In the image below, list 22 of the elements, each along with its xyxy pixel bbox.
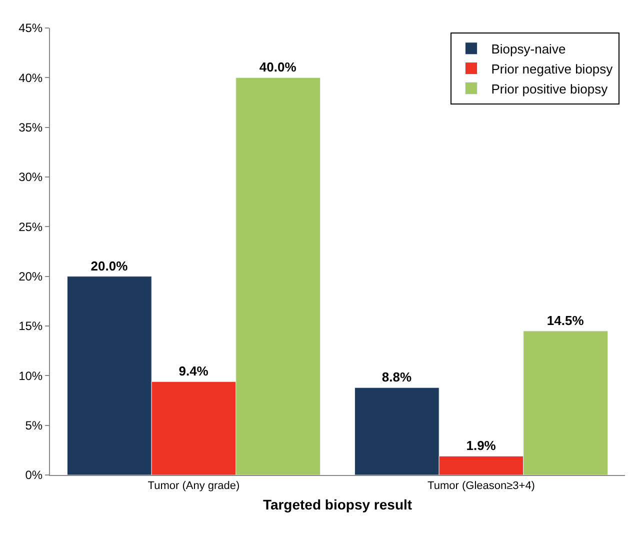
y-tick-label: 45% <box>18 21 43 36</box>
data-label: 40.0% <box>259 60 297 75</box>
y-tick-label: 20% <box>18 270 43 284</box>
y-tick-label: 40% <box>18 70 43 85</box>
y-tick-label: 15% <box>18 319 43 334</box>
data-label: 14.5% <box>546 312 584 328</box>
data-label: 8.8% <box>382 370 412 385</box>
y-tick-label: 0% <box>25 468 43 482</box>
x-tick-label: Tumor (Gleason≥3+4) <box>428 480 535 492</box>
data-label: 1.9% <box>466 438 496 454</box>
y-tick-label: 35% <box>18 120 43 135</box>
y-tick-label: 10% <box>18 368 43 383</box>
y-tick-label: 30% <box>18 170 43 184</box>
legend-label: Prior negative biopsy <box>491 61 614 76</box>
x-axis-title: Targeted biopsy result <box>262 496 412 512</box>
legend-label: Prior positive biopsy <box>491 81 608 96</box>
data-label: 20.0% <box>90 258 128 274</box>
y-tick-label: 5% <box>25 418 43 433</box>
legend-label: Biopsy-naive <box>491 41 566 56</box>
x-tick-label: Tumor (Any grade) <box>148 480 240 492</box>
y-tick-label: 25% <box>18 220 43 234</box>
data-label: 9.4% <box>178 364 209 379</box>
